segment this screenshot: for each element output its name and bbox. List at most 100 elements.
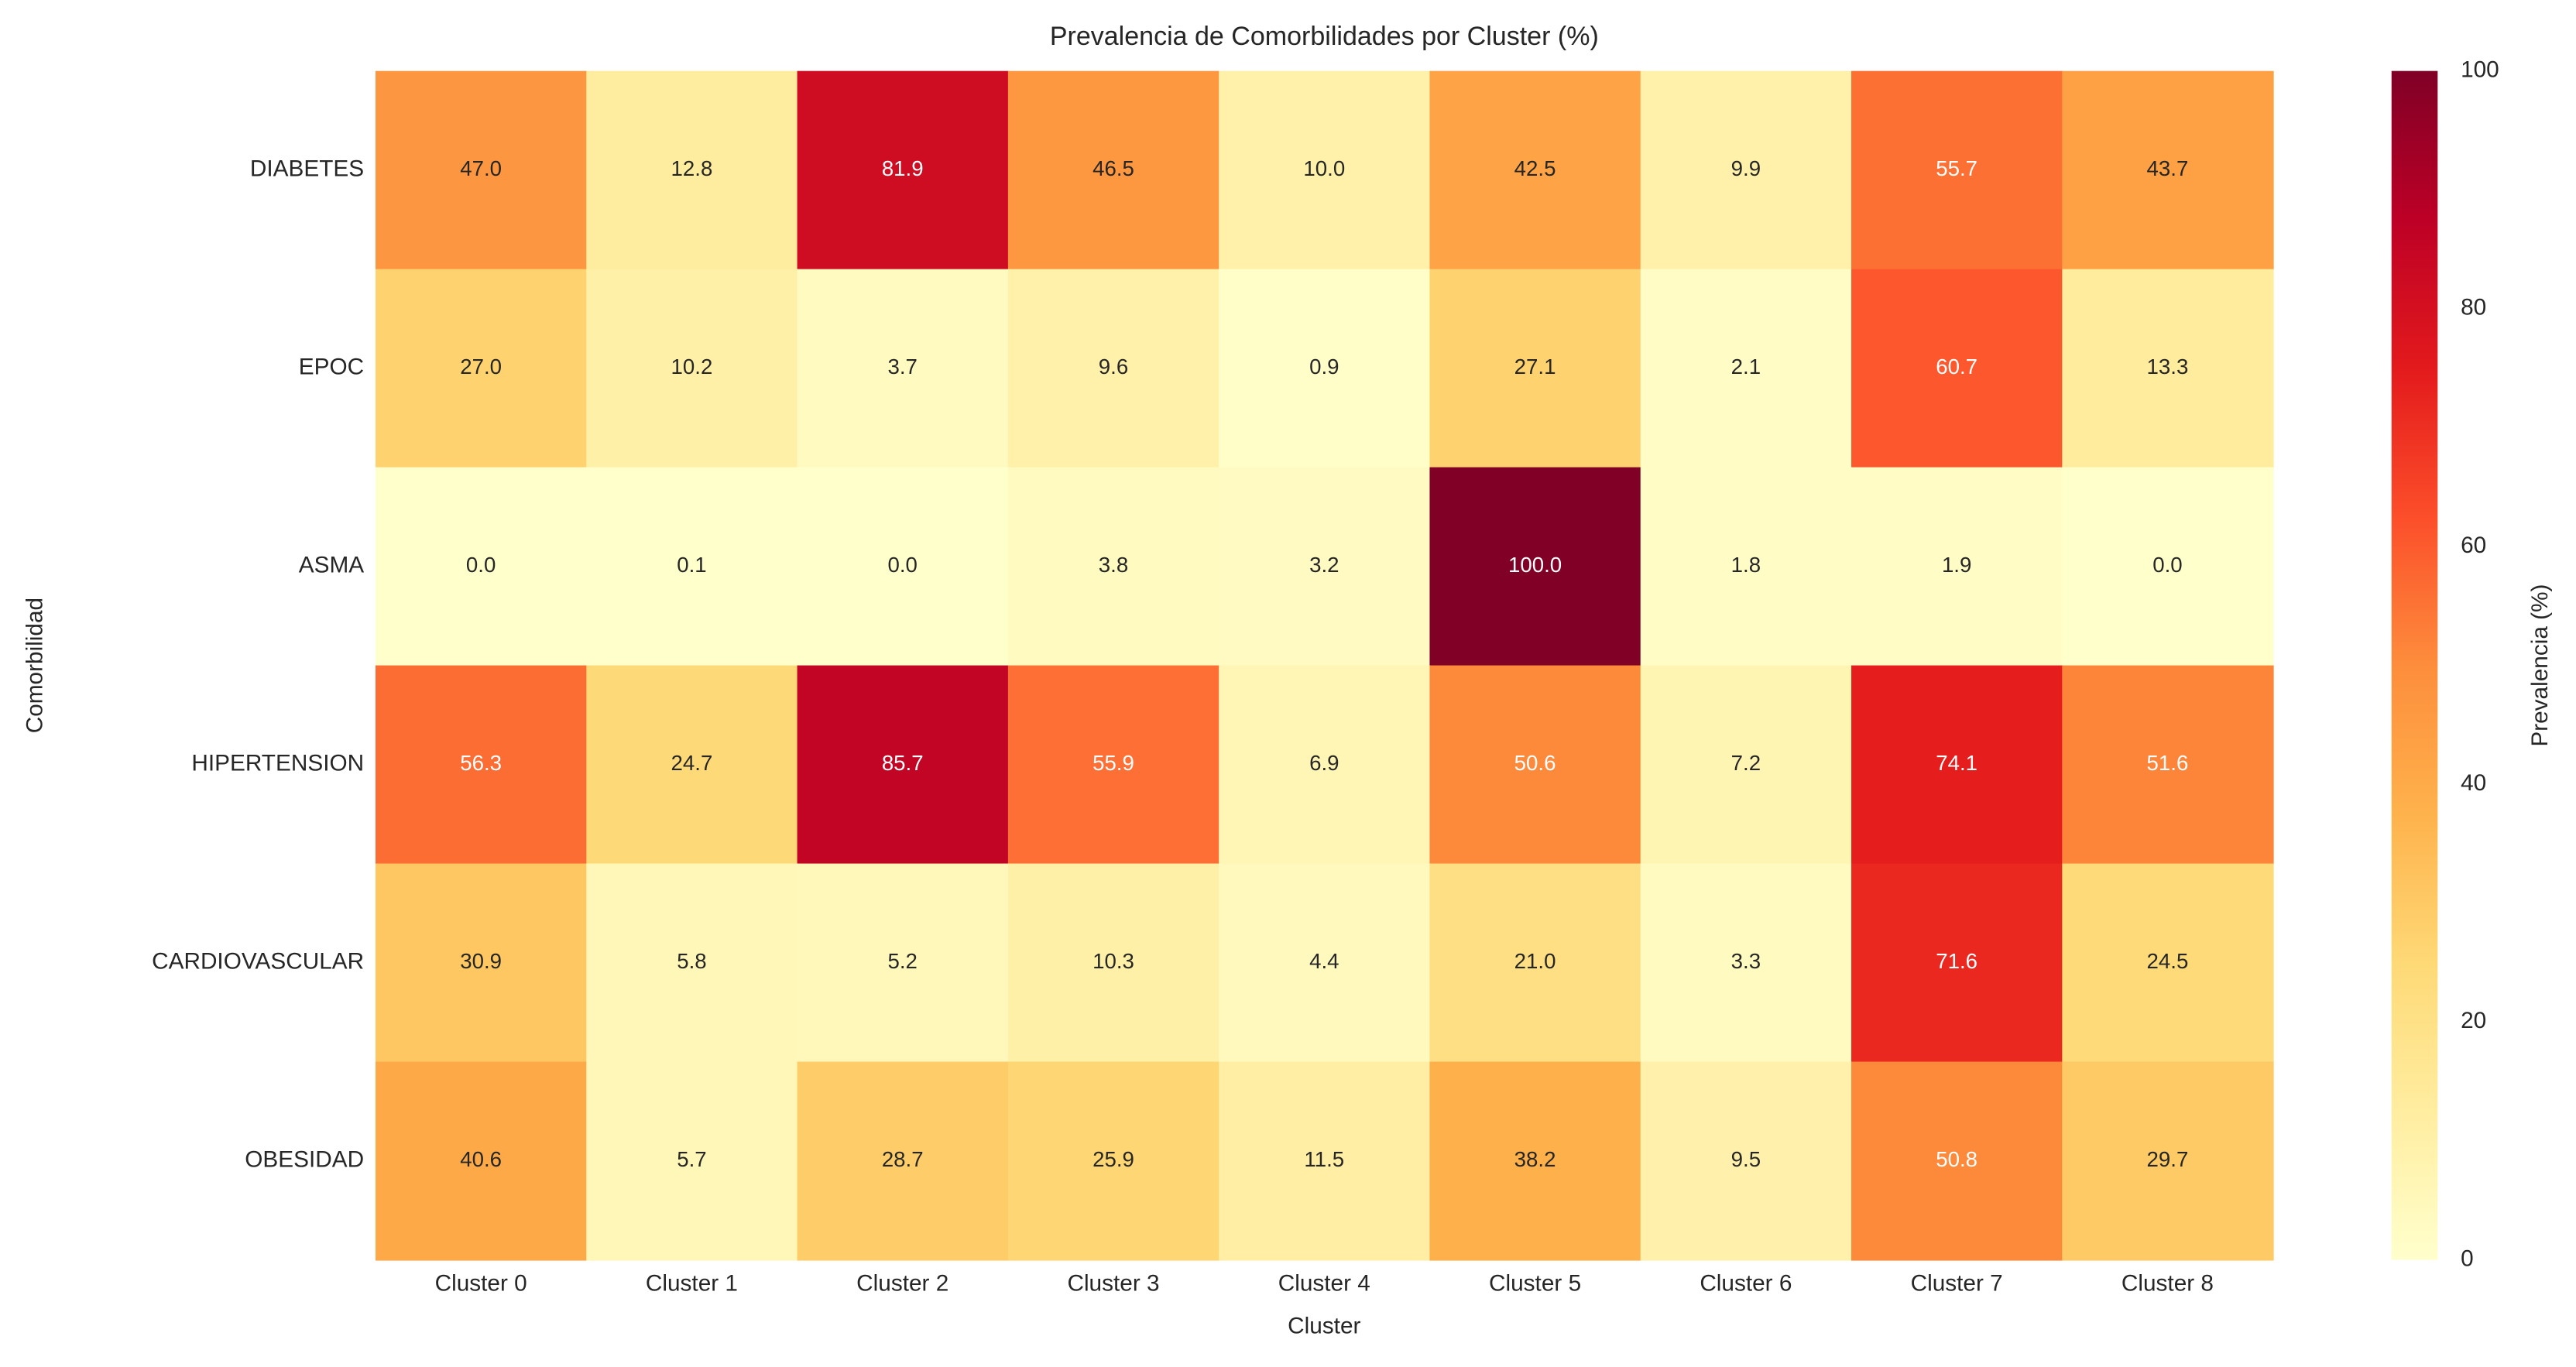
heatmap-cell (797, 863, 1009, 1063)
cell-label: 5.8 (677, 949, 706, 973)
cell-label: 50.8 (1936, 1147, 1977, 1171)
heatmap-cell (1640, 467, 1853, 666)
y-tick-label: DIABETES (250, 156, 364, 182)
heatmap-cell (2062, 665, 2274, 865)
x-tick-label: Cluster 7 (1911, 1270, 2003, 1296)
heatmap-cell (1429, 863, 1641, 1063)
cell-label: 13.3 (2147, 355, 2189, 379)
cell-label: 3.7 (888, 355, 918, 379)
heatmap-cell (2062, 1061, 2274, 1261)
heatmap-cell (1851, 467, 2063, 666)
heatmap-cell (376, 1061, 588, 1261)
cell-label: 21.0 (1514, 949, 1556, 973)
colorbar-tick-label: 80 (2461, 295, 2486, 320)
cell-label: 6.9 (1309, 751, 1339, 775)
heatmap-cell (1007, 70, 1220, 270)
heatmap-cell (1429, 70, 1641, 270)
x-tick-label: Cluster 2 (856, 1270, 948, 1296)
heatmap-cell (1219, 70, 1431, 270)
x-tick-label: Cluster 3 (1067, 1270, 1159, 1296)
cell-label: 1.9 (1942, 553, 1971, 577)
cell-label: 7.2 (1731, 751, 1761, 775)
cell-label: 0.0 (466, 553, 496, 577)
cell-label: 42.5 (1514, 156, 1556, 180)
heatmap-cell (586, 1061, 798, 1261)
heatmap-cell (586, 665, 798, 865)
cell-label: 0.9 (1309, 355, 1339, 379)
heatmap-cell (1429, 467, 1641, 666)
cell-label: 40.6 (460, 1147, 502, 1171)
heatmap-cell (797, 269, 1009, 468)
heatmap-cell (2062, 863, 2274, 1063)
cell-label: 51.6 (2147, 751, 2189, 775)
cell-label: 46.5 (1092, 156, 1134, 180)
y-tick-label: CARDIOVASCULAR (152, 948, 364, 974)
heatmap-cell (1219, 467, 1431, 666)
cell-label: 55.9 (1092, 751, 1134, 775)
heatmap-cell (1851, 1061, 2063, 1261)
cell-label: 60.7 (1936, 355, 1977, 379)
cell-label: 11.5 (1304, 1147, 1344, 1171)
colorbar-tick-label: 60 (2461, 533, 2486, 558)
heatmap-cell (1429, 665, 1641, 865)
heatmap-cell (586, 70, 798, 270)
y-tick-label: OBESIDAD (245, 1146, 364, 1172)
cell-label: 0.0 (888, 553, 918, 577)
colorbar-tick-label: 40 (2461, 770, 2486, 796)
cell-label: 28.7 (882, 1147, 924, 1171)
heatmap-cell (1640, 1061, 1853, 1261)
heatmap-cell (1007, 863, 1220, 1063)
cell-label: 47.0 (460, 156, 502, 180)
cell-label: 27.0 (460, 355, 502, 379)
heatmap-cell (1429, 269, 1641, 468)
cell-label: 5.7 (677, 1147, 706, 1171)
heatmap-cell (2062, 467, 2274, 666)
heatmap-cell (797, 1061, 1009, 1261)
heatmap-cell (1219, 665, 1431, 865)
heatmap-cell (1219, 269, 1431, 468)
cell-label: 10.2 (671, 355, 713, 379)
heatmap-cell (797, 467, 1009, 666)
heatmap-cell (1429, 1061, 1641, 1261)
cell-label: 10.3 (1092, 949, 1134, 973)
cell-label: 12.8 (671, 156, 713, 180)
cell-label: 9.6 (1099, 355, 1128, 379)
cell-label: 9.9 (1731, 156, 1761, 180)
heatmap-cell (1851, 70, 2063, 270)
heatmap-cell (1640, 863, 1853, 1063)
cell-label: 43.7 (2147, 156, 2189, 180)
cell-label: 81.9 (882, 156, 924, 180)
cell-label: 9.5 (1731, 1147, 1761, 1171)
heatmap-cell (586, 269, 798, 468)
cell-label: 4.4 (1309, 949, 1339, 973)
x-tick-label: Cluster 6 (1700, 1270, 1792, 1296)
cell-label: 55.7 (1936, 156, 1977, 180)
cell-label: 30.9 (460, 949, 502, 973)
x-tick-label: Cluster 8 (2122, 1270, 2214, 1296)
heatmap-cell (1007, 467, 1220, 666)
cell-label: 0.1 (677, 553, 706, 577)
cell-label: 38.2 (1514, 1147, 1556, 1171)
colorbar-tick-label: 100 (2461, 57, 2499, 83)
heatmap-cell (797, 70, 1009, 270)
cell-label: 25.9 (1092, 1147, 1134, 1171)
chart-title: Prevalencia de Comorbilidades por Cluste… (1050, 22, 1599, 51)
cell-label: 0.0 (2152, 553, 2182, 577)
cell-label: 10.0 (1303, 156, 1345, 180)
x-axis-label: Cluster (1288, 1314, 1360, 1339)
heatmap-cell (2062, 269, 2274, 468)
cell-label: 24.5 (2147, 949, 2189, 973)
cell-label: 27.1 (1514, 355, 1556, 379)
heatmap-cell (1640, 665, 1853, 865)
heatmap-cell (1640, 70, 1853, 270)
heatmap-cell (376, 665, 588, 865)
heatmap-cell (1219, 863, 1431, 1063)
heatmap-cell (376, 467, 588, 666)
heatmap-cell (1851, 863, 2063, 1063)
cell-label: 1.8 (1731, 553, 1761, 577)
heatmap-cell (376, 863, 588, 1063)
x-tick-label: Cluster 5 (1489, 1270, 1581, 1296)
heatmap-cell (1219, 1061, 1431, 1261)
heatmap-cell (1851, 665, 2063, 865)
